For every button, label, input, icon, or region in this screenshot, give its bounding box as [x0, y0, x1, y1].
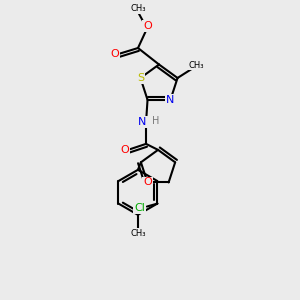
Text: N: N	[138, 117, 147, 127]
Text: O: O	[143, 21, 152, 31]
Text: CH₃: CH₃	[130, 229, 146, 238]
Text: O: O	[110, 49, 119, 59]
Text: H: H	[152, 116, 159, 126]
Text: Cl: Cl	[134, 203, 145, 213]
Text: O: O	[143, 177, 152, 188]
Text: CH₃: CH₃	[130, 4, 146, 14]
Text: N: N	[166, 95, 175, 105]
Text: O: O	[120, 145, 129, 155]
Text: S: S	[137, 73, 144, 83]
Text: CH₃: CH₃	[189, 61, 204, 70]
